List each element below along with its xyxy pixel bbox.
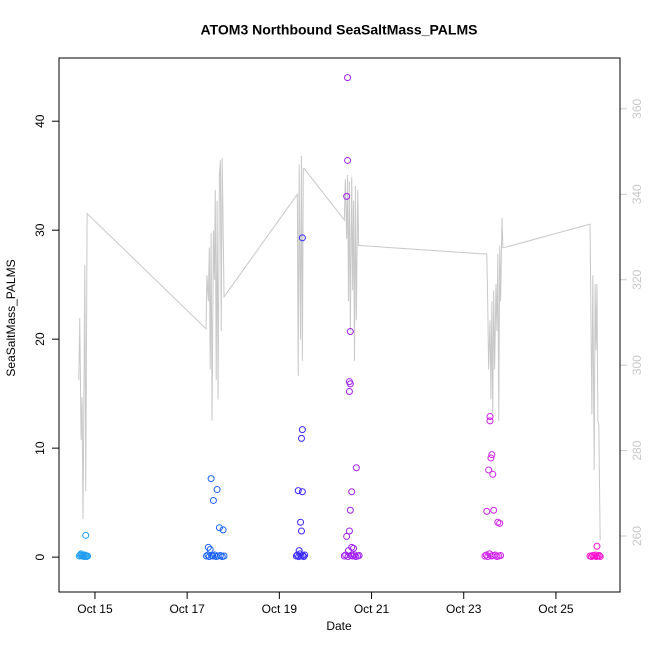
point <box>82 531 90 539</box>
y2-tick-label: 280 <box>630 440 644 460</box>
point <box>355 551 363 559</box>
y-tick-label: 30 <box>33 223 47 237</box>
point <box>346 380 354 388</box>
point <box>486 417 494 425</box>
point <box>346 506 354 514</box>
plot-frame <box>58 57 621 593</box>
point <box>352 464 360 472</box>
x-tick-label: Oct 19 <box>262 602 298 616</box>
y-axis-label: SeaSaltMass_PALMS <box>4 259 18 376</box>
point <box>294 487 302 495</box>
point <box>485 466 493 474</box>
x-tick-label: Oct 23 <box>446 602 482 616</box>
point <box>298 234 306 242</box>
chart-title: ATOM3 Northbound SeaSaltMass_PALMS <box>201 22 478 38</box>
point <box>596 553 604 561</box>
point <box>220 552 228 560</box>
point <box>343 192 351 200</box>
point <box>298 426 306 434</box>
point <box>482 551 490 559</box>
x-axis-label: Date <box>326 619 352 633</box>
point <box>487 454 495 462</box>
point <box>343 532 351 540</box>
x-tick-label: Oct 17 <box>169 602 205 616</box>
point <box>209 496 217 504</box>
line <box>78 155 601 541</box>
point <box>84 552 92 560</box>
point <box>298 488 306 496</box>
point <box>345 527 353 535</box>
point <box>301 551 309 559</box>
point <box>496 519 504 527</box>
point <box>207 475 215 483</box>
point <box>213 486 221 494</box>
y-tick-label: 20 <box>33 332 47 346</box>
point <box>489 470 497 478</box>
point <box>297 518 305 526</box>
y2-tick-label: 320 <box>630 269 644 289</box>
point <box>204 543 212 551</box>
y2-tick-label: 340 <box>630 184 644 204</box>
point <box>204 551 212 559</box>
point <box>219 526 227 534</box>
point <box>488 451 496 459</box>
point <box>346 328 354 336</box>
point <box>350 551 358 559</box>
point <box>345 387 353 395</box>
point <box>344 156 352 164</box>
y2-tick-label: 260 <box>630 526 644 546</box>
point <box>215 524 223 532</box>
y-tick-label: 10 <box>33 441 47 455</box>
point <box>348 488 356 496</box>
y2-tick-label: 360 <box>630 99 644 119</box>
x-tick-label: Oct 21 <box>354 602 390 616</box>
point <box>297 527 305 535</box>
point <box>297 434 305 442</box>
point <box>497 551 505 559</box>
y2-tick-label: 300 <box>630 355 644 375</box>
point <box>490 506 498 514</box>
point <box>344 74 352 82</box>
y-tick-label: 0 <box>33 553 47 560</box>
point <box>486 413 494 421</box>
point <box>593 542 601 550</box>
point <box>483 507 491 515</box>
x-tick-label: Oct 25 <box>538 602 574 616</box>
y-tick-label: 40 <box>33 114 47 128</box>
x-tick-label: Oct 15 <box>77 602 113 616</box>
point <box>595 551 603 559</box>
